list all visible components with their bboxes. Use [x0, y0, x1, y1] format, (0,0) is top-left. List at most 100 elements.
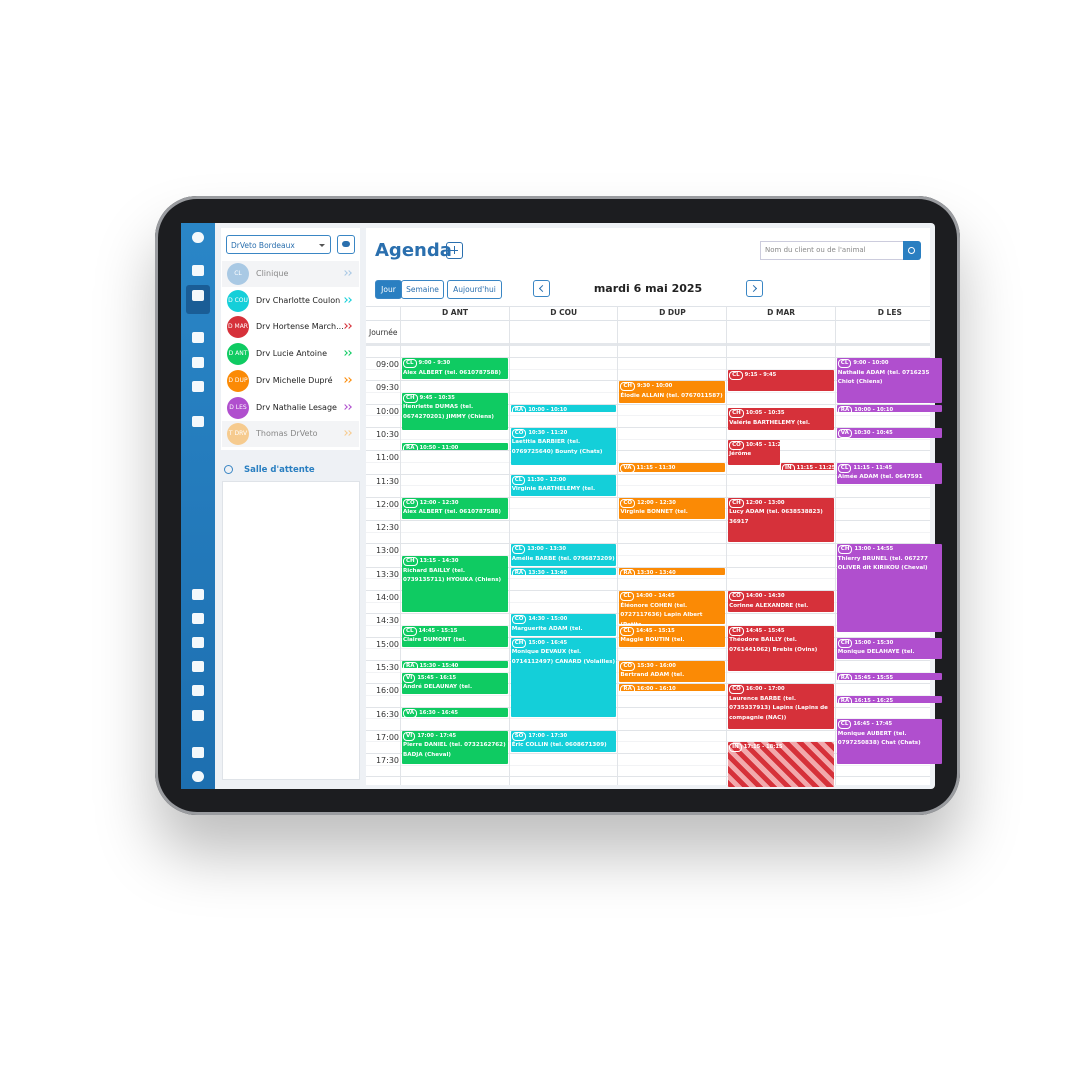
appointment[interactable]: CO 14:30 - 15:00 Marguerite ADAM (tel.	[510, 614, 617, 636]
nav-item[interactable]	[192, 613, 204, 624]
appointment[interactable]: CL 11:30 - 12:00 Virginie BARTHELEMY (tel.	[510, 474, 617, 496]
search-button[interactable]	[903, 241, 921, 260]
nav-profile[interactable]	[192, 232, 204, 243]
appointment[interactable]: IN 11:15 - 11:25	[780, 462, 834, 470]
appointment[interactable]: CO 16:00 - 17:00 Laurence BARBE (tel. 0735…	[728, 684, 834, 729]
appointment-time: 15:45 - 15:55	[854, 674, 894, 680]
grid-line	[366, 485, 930, 487]
appointment[interactable]: CO 10:30 - 11:20 Laetitia BARBIER (tel. 07…	[510, 427, 617, 465]
appointment[interactable]: RA 10:00 - 10:10	[510, 404, 617, 412]
appointment-tag: CH	[729, 498, 744, 508]
chevrons	[342, 296, 353, 305]
view-today[interactable]: Aujourd'hui	[447, 280, 502, 299]
next-button[interactable]	[746, 280, 763, 297]
prev-button[interactable]	[533, 280, 550, 297]
appointment[interactable]: CL 9:00 - 10:00 Nathalie ADAM (tel. 071623…	[836, 358, 943, 403]
appointment[interactable]: SO 17:00 - 17:30 Éric COLLIN (tel. 0608671…	[510, 730, 617, 753]
search-input[interactable]: Nom du client ou de l'animal	[760, 241, 904, 260]
appointment[interactable]: RA 16:00 - 16:10	[619, 684, 726, 692]
time-label: 16:00	[375, 686, 399, 696]
nav-mail[interactable]	[192, 637, 204, 648]
appointment[interactable]: CH 12:00 - 13:00 Lucy ADAM (tel. 063853882…	[728, 497, 834, 543]
column-divider	[400, 306, 401, 785]
vet-avatar: D COU	[227, 289, 249, 312]
appointment[interactable]: VI 17:00 - 17:45 Pierre DANIEL (tel. 07321…	[402, 730, 508, 764]
appointment[interactable]: VI 15:45 - 16:15 André DELAUNAY (tel.	[402, 672, 508, 694]
appointment[interactable]: CL 9:00 - 9:30 Alex ALBERT (tel. 061078758…	[402, 358, 508, 380]
appointment[interactable]: CH 13:15 - 14:30 Richard BAILLY (tel. 0739…	[402, 556, 508, 613]
appointment[interactable]: CH 9:30 - 10:00 Élodie ALLAIN (tel. 076701…	[619, 381, 726, 403]
vet-name: Drv Hortense March...	[256, 322, 344, 332]
appointment[interactable]: CL 16:45 - 17:45 Monique AUBERT (tel. 0797…	[836, 719, 943, 764]
clock-icon	[224, 465, 233, 474]
appointment[interactable]: CH 15:00 - 16:45 Monique DEVAUX (tel. 0714…	[510, 637, 617, 718]
nav-clients[interactable]	[192, 589, 204, 600]
nav-item[interactable]	[192, 381, 204, 392]
nav-calendar[interactable]	[192, 290, 204, 301]
grid-line	[366, 694, 930, 696]
appointment[interactable]: CL 9:15 - 9:45	[728, 369, 834, 391]
nav-cart[interactable]	[192, 661, 204, 672]
nav-calc[interactable]	[192, 685, 204, 696]
time-label: 13:00	[375, 546, 399, 556]
time-label: 14:00	[375, 593, 399, 602]
nav-item[interactable]	[192, 357, 204, 368]
vet-row[interactable]: D ANT Drv Lucie Antoine	[222, 341, 359, 367]
appointment-text: Aimée ADAM (tel. 0647591	[837, 474, 923, 481]
appointment[interactable]: CH 15:00 - 15:30 Monique DELAHAYE (tel.	[836, 637, 943, 659]
vet-row[interactable]: D COU Drv Charlotte Coulon	[222, 288, 359, 314]
vet-row[interactable]: T DRV Thomas DrVeto	[222, 421, 359, 448]
appointment[interactable]: CL 11:15 - 11:45 Aimée ADAM (tel. 0647591	[836, 462, 943, 485]
view-day[interactable]: Jour	[375, 280, 402, 299]
appointment[interactable]: CO 12:00 - 12:30 Virginie BONNET (tel.	[619, 497, 726, 520]
nav-item[interactable]	[192, 332, 204, 343]
appointment-tag: CO	[403, 498, 418, 508]
nav-list[interactable]	[192, 747, 204, 758]
appointment-head: RA 10:50 - 11:00	[403, 444, 507, 451]
vet-row[interactable]: D DUP Drv Michelle Dupré	[222, 368, 359, 394]
appointment[interactable]: CO 12:00 - 12:30 Alex ALBERT (tel. 0610787…	[402, 497, 508, 520]
appointment-tag: VA	[403, 708, 418, 718]
vet-row[interactable]: D MAR Drv Hortense March...	[222, 314, 359, 340]
appointment[interactable]: CL 13:00 - 13:30 Amélie BARBE (tel. 079687…	[510, 544, 617, 566]
appointment[interactable]: CH 13:00 - 14:55 Thierry BRUNEL (tel. 0672…	[836, 544, 943, 632]
appointment-tag: CL	[729, 370, 743, 380]
column-divider	[834, 306, 836, 785]
appointment-head: VI 15:45 - 16:15	[403, 673, 507, 684]
appointment[interactable]: CL 14:00 - 14:45 Éléonore COHEN (tel. 0727…	[619, 591, 726, 624]
add-button[interactable]	[446, 242, 463, 259]
nav-dashboard[interactable]	[192, 265, 204, 276]
appointment-tag: CL	[511, 475, 526, 485]
appointment-text: Claire DUMONT (tel. 0725087303)	[403, 637, 467, 647]
nav-settings[interactable]	[192, 771, 204, 782]
nav-stats[interactable]	[192, 710, 204, 721]
clinic-select[interactable]: DrVeto Bordeaux	[226, 235, 331, 254]
appointment[interactable]: CH 14:45 - 15:45 Théodore BAILLY (tel. 076…	[728, 625, 834, 671]
visibility-button[interactable]	[337, 235, 355, 254]
appointment[interactable]: CH 9:45 - 10:35 Henriette DUMAS (tel. 0674…	[402, 392, 508, 430]
vet-row[interactable]: CL Clinique	[222, 261, 359, 287]
appointment-time: 10:30 - 10:45	[853, 429, 893, 436]
appointment[interactable]: CH 10:05 - 10:35 Valérie BARTHELEMY (tel.	[728, 408, 834, 430]
appointment-time: 15:30 - 15:40	[419, 662, 459, 668]
grid-line	[366, 357, 930, 358]
view-week[interactable]: Semaine	[401, 280, 444, 299]
appointment[interactable]: CO 14:00 - 14:30 Corinne ALEXANDRE (tel.	[728, 591, 834, 613]
appointment[interactable]: IN 17:15 - 18:15	[728, 742, 834, 788]
nav-item[interactable]	[192, 416, 204, 427]
vet-row[interactable]: D LES Drv Nathalie Lesage	[222, 395, 359, 421]
